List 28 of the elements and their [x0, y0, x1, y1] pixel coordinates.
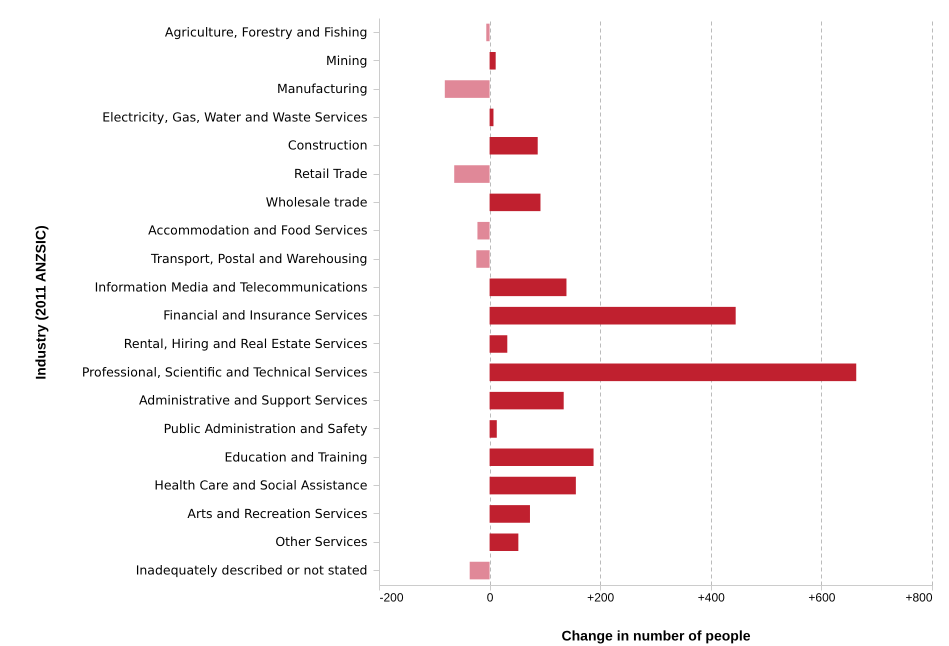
- y-tick-label: Health Care and Social Assistance: [154, 478, 368, 493]
- x-tick-label: +200: [587, 590, 615, 604]
- y-tick-label: Construction: [288, 138, 368, 153]
- x-tick-label: +800: [905, 590, 933, 604]
- y-tick-label: Mining: [326, 52, 368, 68]
- x-tick-label: +600: [808, 590, 836, 604]
- y-tick-label: Administrative and Support Services: [138, 392, 368, 408]
- y-tick-label: Manufacturing: [276, 81, 368, 96]
- y-tick-label: Inadequately described or not stated: [136, 562, 368, 578]
- y-tick-label: Education and Training: [224, 449, 368, 464]
- y-tick-label: Arts and Recreation Services: [187, 506, 368, 521]
- x-tick-label: 0: [486, 590, 494, 604]
- y-tick-label: Financial and Insurance Services: [163, 308, 368, 323]
- y-tick-label: Other Services: [275, 534, 368, 550]
- y-tick-label: Transport, Postal and Warehousing: [150, 251, 368, 266]
- y-tick-label: Retail Trade: [294, 166, 368, 182]
- y-axis-title: Industry (2011 ANZSIC): [32, 225, 48, 380]
- x-tick-label: -200: [380, 590, 404, 604]
- y-tick-label: Information Media and Telecommunications: [94, 279, 368, 294]
- x-axis-title: Change in number of people: [561, 628, 751, 644]
- y-tick-label: Professional, Scientific and Technical Services: [82, 364, 368, 380]
- y-tick-label: Public Administration and Safety: [164, 420, 368, 436]
- x-tick-label: +400: [698, 590, 726, 604]
- y-tick-label: Wholesale trade: [266, 194, 368, 210]
- y-tick-label: Agriculture, Forestry and Fishing: [164, 24, 368, 40]
- y-tick-label: Rental, Hiring and Real Estate Services: [124, 336, 368, 351]
- y-tick-label: Electricity, Gas, Water and Waste Services: [102, 109, 368, 124]
- y-tick-label: Accommodation and Food Services: [148, 222, 368, 238]
